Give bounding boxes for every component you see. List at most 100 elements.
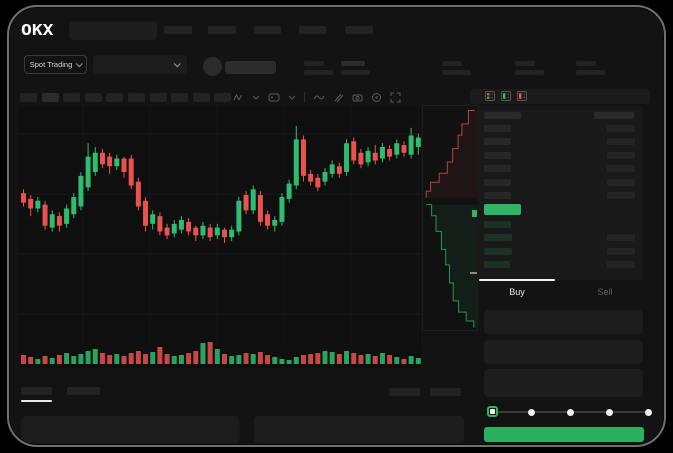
nav-item-placeholder[interactable] <box>299 26 326 34</box>
pair-name-placeholder <box>225 61 276 74</box>
orderbook-view-bids-icon[interactable] <box>501 91 511 101</box>
tab-buy-label: Buy <box>509 287 525 297</box>
ask-price-placeholder[interactable] <box>484 152 511 159</box>
ask-amount-placeholder[interactable] <box>607 165 635 172</box>
pair-selector-dropdown[interactable] <box>93 55 187 74</box>
orderbook-view-asks-icon[interactable] <box>517 91 527 101</box>
ask-price-placeholder[interactable] <box>484 192 511 199</box>
interval-button-placeholder[interactable] <box>106 93 123 102</box>
ask-amount-placeholder[interactable] <box>607 138 635 145</box>
orderbook-column-header-placeholder[interactable] <box>484 112 521 119</box>
trade-tabs: Buy Sell <box>473 279 649 305</box>
footer-action-placeholder[interactable] <box>389 388 420 396</box>
depth-chart <box>422 105 478 331</box>
order-input-placeholder[interactable] <box>484 340 643 364</box>
stat-value-placeholder <box>304 70 333 75</box>
okx-logo-text: OKX <box>21 21 54 39</box>
stat-label-placeholder <box>576 61 596 66</box>
ask-amount-placeholder[interactable] <box>607 192 635 199</box>
orderbook-header-band <box>470 89 650 104</box>
coin-avatar-placeholder <box>203 57 222 76</box>
order-input-placeholder[interactable] <box>484 369 643 397</box>
order-book <box>477 106 643 280</box>
interval-button-placeholder[interactable] <box>63 93 80 102</box>
footer-action-placeholder[interactable] <box>430 388 461 396</box>
orderbook-column-header-placeholder[interactable] <box>594 112 634 119</box>
search-bar-placeholder[interactable] <box>69 21 157 40</box>
app-screen: OKX Spot Trading <box>10 8 663 444</box>
device-frame: OKX Spot Trading <box>7 5 666 447</box>
tab-sell[interactable]: Sell <box>561 279 649 305</box>
stat-value-placeholder <box>515 70 544 75</box>
orders-panel-placeholder <box>21 416 239 443</box>
nav-item-placeholder[interactable] <box>164 26 192 34</box>
indicators-icon[interactable] <box>268 92 280 103</box>
interval-button-placeholder[interactable] <box>42 93 59 102</box>
bid-amount-placeholder[interactable] <box>607 234 635 241</box>
slider-step-dot[interactable] <box>645 408 652 416</box>
chart-type-chevron-icon[interactable] <box>252 93 260 101</box>
last-price-highlight <box>484 204 521 215</box>
chart-tools <box>224 91 401 103</box>
slider-step-dot[interactable] <box>567 408 574 416</box>
amount-slider[interactable] <box>487 405 652 419</box>
interval-button-placeholder[interactable] <box>20 93 37 102</box>
ask-price-placeholder[interactable] <box>484 179 511 186</box>
ask-amount-placeholder[interactable] <box>607 179 635 186</box>
fullscreen-icon[interactable] <box>390 92 401 103</box>
candlestick-chart[interactable] <box>19 106 421 368</box>
interval-button-placeholder[interactable] <box>214 93 231 102</box>
ask-amount-placeholder[interactable] <box>607 152 635 159</box>
tab-sell-label: Sell <box>597 287 613 297</box>
stat-label-placeholder <box>442 61 462 66</box>
line-style-icon[interactable] <box>313 92 325 103</box>
slider-step-dot[interactable] <box>528 408 535 416</box>
market-type-selector[interactable]: Spot Trading <box>24 55 87 74</box>
chevron-down-icon <box>173 60 181 68</box>
market-type-label: Spot Trading <box>29 60 73 69</box>
interval-button-placeholder[interactable] <box>193 93 210 102</box>
chart-settings-icon[interactable] <box>371 92 382 103</box>
ask-price-placeholder[interactable] <box>484 125 511 132</box>
drawing-tools-icon[interactable] <box>333 92 344 103</box>
stat-label-placeholder <box>341 61 365 66</box>
interval-button-placeholder[interactable] <box>85 93 102 102</box>
nav-item-placeholder[interactable] <box>208 26 236 34</box>
footer-tab-placeholder[interactable] <box>21 387 52 395</box>
ask-price-placeholder[interactable] <box>484 165 511 172</box>
buy-submit-button[interactable] <box>484 427 644 442</box>
orderbook-view-both-icon[interactable] <box>485 91 495 101</box>
slider-step-dot[interactable] <box>606 408 613 416</box>
ask-price-placeholder[interactable] <box>484 138 511 145</box>
slider-step-dot[interactable] <box>487 406 498 417</box>
chevron-down-icon <box>75 60 84 68</box>
interval-button-placeholder[interactable] <box>171 93 188 102</box>
bid-price-placeholder[interactable] <box>484 261 510 268</box>
nav-item-placeholder[interactable] <box>254 26 281 34</box>
bid-price-placeholder[interactable] <box>484 221 511 228</box>
tab-buy[interactable]: Buy <box>473 279 561 305</box>
stat-value-placeholder <box>576 70 605 75</box>
stat-value-placeholder <box>442 70 471 75</box>
chart-type-icon[interactable] <box>233 92 244 103</box>
stat-label-placeholder <box>515 61 535 66</box>
interval-button-placeholder[interactable] <box>150 93 167 102</box>
bid-amount-placeholder[interactable] <box>607 248 635 255</box>
orders-panel-placeholder <box>254 416 464 443</box>
nav-item-placeholder[interactable] <box>345 26 373 34</box>
bid-price-placeholder[interactable] <box>484 248 512 255</box>
interval-button-placeholder[interactable] <box>128 93 145 102</box>
bid-price-placeholder[interactable] <box>484 234 512 241</box>
indicators-chevron-icon[interactable] <box>288 93 296 101</box>
ask-amount-placeholder[interactable] <box>607 125 635 132</box>
stat-value-placeholder <box>341 70 370 75</box>
footer-active-tab-underline <box>21 400 52 402</box>
stat-label-placeholder <box>304 61 324 66</box>
divider <box>304 91 305 103</box>
okx-logo[interactable]: OKX <box>21 21 54 39</box>
screenshot-icon[interactable] <box>352 92 363 103</box>
order-input-placeholder[interactable] <box>484 310 643 334</box>
bid-amount-placeholder[interactable] <box>607 261 635 268</box>
footer-tab-placeholder[interactable] <box>67 387 100 395</box>
